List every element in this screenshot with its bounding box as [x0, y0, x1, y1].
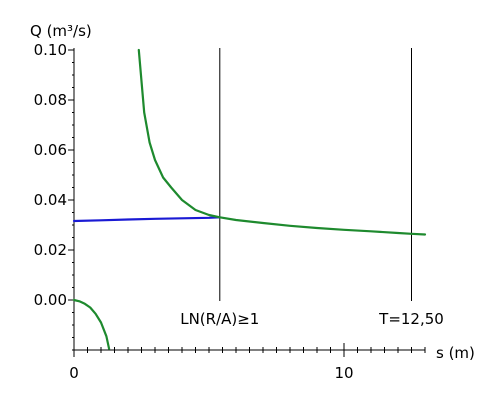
x-tick-label: 0 [69, 364, 79, 382]
x-axis-title: s (m) [436, 344, 475, 362]
reference-line-label-1: LN(R/A)≥1 [180, 310, 259, 328]
y-tick-label: 0.00 [34, 291, 67, 309]
y-tick-label: 0.04 [34, 191, 67, 209]
series-line-1 [72, 216, 221, 223]
y-tick-label: 0.06 [34, 141, 67, 159]
reference-line-label-2: T=12,50 [378, 310, 444, 328]
series-line-2 [137, 48, 427, 236]
y-tick-label: 0.08 [34, 91, 67, 109]
y-tick-label: 0.02 [34, 241, 67, 259]
y-axis-title: Q (m³/s) [30, 22, 92, 40]
y-tick-label: 0.10 [34, 41, 67, 59]
series-line-3 [72, 298, 111, 350]
x-tick-label: 10 [334, 364, 353, 382]
